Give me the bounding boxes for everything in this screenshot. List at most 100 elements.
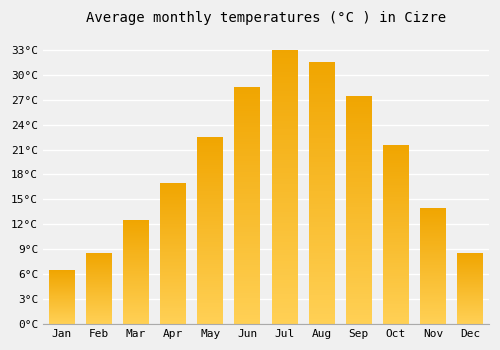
Bar — [420, 313, 446, 314]
Bar — [123, 294, 149, 295]
Bar — [308, 261, 334, 264]
Bar — [234, 144, 260, 146]
Bar — [197, 274, 223, 275]
Bar — [160, 201, 186, 203]
Bar — [234, 272, 260, 274]
Bar — [123, 318, 149, 319]
Bar — [234, 163, 260, 165]
Bar — [86, 303, 112, 304]
Bar — [458, 274, 483, 275]
Bar — [420, 220, 446, 222]
Bar — [383, 203, 409, 204]
Bar — [123, 238, 149, 239]
Bar — [123, 313, 149, 314]
Bar — [86, 256, 112, 257]
Bar — [234, 132, 260, 135]
Bar — [197, 148, 223, 150]
Bar — [197, 240, 223, 242]
Bar — [197, 287, 223, 288]
Bar — [86, 298, 112, 299]
Bar — [346, 320, 372, 322]
Bar — [234, 300, 260, 303]
Bar — [197, 173, 223, 174]
Bar — [346, 178, 372, 180]
Bar — [123, 252, 149, 253]
Bar — [420, 247, 446, 248]
Bar — [308, 65, 334, 68]
Bar — [86, 274, 112, 275]
Bar — [420, 222, 446, 223]
Bar — [420, 257, 446, 258]
Bar — [123, 312, 149, 313]
Bar — [123, 260, 149, 261]
Bar — [383, 274, 409, 276]
Bar — [346, 310, 372, 313]
Bar — [197, 229, 223, 231]
Bar — [197, 292, 223, 294]
Bar — [48, 300, 74, 301]
Bar — [308, 198, 334, 201]
Bar — [458, 305, 483, 306]
Bar — [383, 158, 409, 160]
Bar — [160, 270, 186, 272]
Bar — [383, 288, 409, 290]
Bar — [383, 195, 409, 197]
Bar — [346, 127, 372, 130]
Bar — [197, 322, 223, 324]
Bar — [383, 229, 409, 231]
Bar — [234, 92, 260, 94]
Bar — [123, 259, 149, 260]
Bar — [420, 226, 446, 228]
Bar — [383, 269, 409, 271]
Bar — [383, 287, 409, 288]
Bar — [308, 295, 334, 298]
Bar — [272, 116, 297, 118]
Bar — [197, 255, 223, 257]
Bar — [234, 177, 260, 180]
Bar — [420, 317, 446, 318]
Bar — [272, 269, 297, 272]
Bar — [420, 214, 446, 215]
Bar — [123, 317, 149, 318]
Bar — [160, 245, 186, 246]
Bar — [272, 291, 297, 294]
Bar — [86, 318, 112, 319]
Bar — [197, 195, 223, 197]
Bar — [160, 255, 186, 256]
Bar — [48, 278, 74, 279]
Bar — [160, 275, 186, 276]
Bar — [48, 297, 74, 298]
Bar — [197, 275, 223, 277]
Bar — [234, 236, 260, 239]
Bar — [272, 58, 297, 61]
Bar — [86, 315, 112, 316]
Bar — [308, 154, 334, 156]
Bar — [346, 296, 372, 299]
Bar — [123, 303, 149, 304]
Bar — [383, 238, 409, 240]
Bar — [160, 200, 186, 201]
Bar — [272, 148, 297, 151]
Bar — [346, 230, 372, 233]
Bar — [160, 301, 186, 303]
Bar — [346, 242, 372, 244]
Bar — [272, 275, 297, 278]
Bar — [272, 97, 297, 99]
Bar — [383, 181, 409, 183]
Bar — [308, 144, 334, 146]
Bar — [197, 259, 223, 260]
Bar — [420, 211, 446, 212]
Bar — [86, 261, 112, 262]
Bar — [346, 139, 372, 141]
Bar — [420, 296, 446, 297]
Bar — [346, 292, 372, 294]
Bar — [383, 258, 409, 260]
Bar — [420, 233, 446, 235]
Bar — [308, 314, 334, 316]
Bar — [234, 251, 260, 253]
Bar — [272, 124, 297, 127]
Bar — [458, 290, 483, 291]
Bar — [234, 284, 260, 286]
Bar — [160, 323, 186, 324]
Bar — [272, 99, 297, 102]
